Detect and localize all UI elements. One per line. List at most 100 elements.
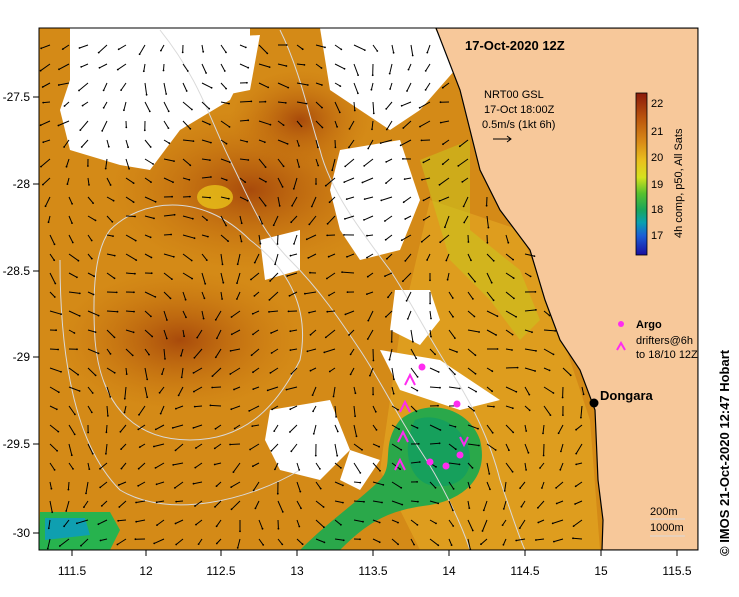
current-vector-head	[302, 48, 304, 50]
current-vector-head	[417, 501, 419, 503]
current-vector-head	[480, 543, 482, 545]
x-tick-label: 13	[290, 564, 304, 578]
current-vector-head	[335, 416, 337, 418]
current-vector-head	[209, 124, 211, 126]
current-vector-head	[323, 526, 325, 528]
current-vector-head	[156, 501, 158, 503]
current-vector-head	[135, 521, 137, 523]
current-vector-head	[503, 508, 505, 510]
current-vector-head	[468, 507, 470, 509]
current-vector-head	[384, 220, 386, 222]
current-vector-head	[211, 87, 213, 89]
current-vector-head	[289, 330, 291, 332]
current-vector-head	[170, 234, 172, 236]
current-vector-head	[271, 352, 273, 354]
current-vector-head	[397, 409, 399, 411]
current-vector-head	[114, 372, 116, 374]
current-vector-head	[491, 282, 493, 284]
current-vector-head	[560, 451, 562, 453]
current-vector-head	[239, 530, 241, 532]
current-vector-head	[188, 179, 190, 181]
current-vector-head	[372, 74, 374, 76]
current-vector-head	[491, 370, 493, 372]
current-vector-head	[298, 469, 300, 471]
current-vector-head	[439, 442, 441, 444]
current-vector-head	[389, 88, 391, 90]
current-vector-head	[525, 430, 527, 432]
current-vector-head	[54, 296, 56, 298]
current-vector-head	[205, 72, 207, 74]
current-vector-head	[117, 520, 119, 522]
current-vector-head	[150, 146, 152, 148]
current-vector-head	[58, 125, 60, 127]
current-vector-head	[289, 408, 291, 410]
current-vector-head	[399, 468, 401, 470]
current-vector-head	[539, 467, 541, 469]
current-vector-head	[290, 450, 292, 452]
current-vector-head	[553, 354, 555, 356]
current-vector-head	[210, 405, 212, 407]
current-vector-head	[387, 296, 389, 298]
current-vector-head	[347, 291, 349, 293]
current-vector-head	[171, 278, 173, 280]
current-vector-head	[159, 392, 161, 394]
current-vector-head	[114, 277, 116, 279]
current-vector-head	[430, 336, 432, 338]
current-vector-head	[487, 242, 489, 244]
current-vector-head	[575, 485, 577, 487]
current-vector-head	[193, 391, 195, 393]
current-vector-head	[339, 85, 341, 87]
current-vector-head	[40, 70, 42, 72]
current-vector	[487, 406, 494, 407]
current-vector-head	[99, 487, 101, 489]
current-vector	[240, 101, 251, 102]
current-vector-head	[425, 70, 427, 72]
current-vector-head	[497, 348, 499, 350]
current-vector-head	[404, 178, 406, 180]
current-vector-head	[137, 485, 139, 487]
current-vector-head	[287, 87, 289, 89]
current-vector-head	[241, 222, 243, 224]
current-vector-head	[457, 165, 459, 167]
current-vector-head	[153, 218, 155, 220]
current-vector-head	[68, 489, 70, 491]
current-vector-head	[209, 197, 211, 199]
current-vector-head	[515, 316, 517, 318]
credit-label: © IMOS 21-Oct-2020 12:47 Hobart	[717, 349, 732, 556]
current-vector-head	[504, 490, 506, 492]
current-vector-head	[135, 502, 137, 504]
current-vector-head	[231, 316, 233, 318]
current-vector-head	[371, 89, 373, 91]
current-vector	[164, 64, 165, 71]
current-vector-head	[194, 237, 196, 239]
current-vector-head	[537, 507, 539, 509]
current-vector-head	[525, 469, 527, 471]
current-vector-head	[79, 129, 81, 131]
current-vector-head	[194, 357, 196, 359]
current-vector-head	[291, 205, 293, 207]
current-vector-head	[227, 240, 229, 242]
current-vector-head	[71, 222, 73, 224]
current-vector-head	[225, 225, 227, 227]
current-vector-head	[78, 90, 80, 92]
current-vector-head	[124, 398, 126, 400]
current-vector	[107, 311, 118, 312]
current-vector-head	[367, 148, 369, 150]
current-vector-head	[307, 350, 309, 352]
current-vector-head	[286, 275, 288, 277]
current-vector-head	[401, 105, 403, 107]
current-vector-head	[252, 313, 254, 315]
current-vector-head	[397, 543, 399, 545]
current-vector-head	[549, 315, 551, 317]
current-vector-head	[172, 181, 174, 183]
current-vector-head	[315, 183, 317, 185]
current-vector-head	[308, 312, 310, 314]
current-vector	[430, 387, 440, 388]
current-vector-head	[348, 147, 350, 149]
current-vector-head	[51, 511, 53, 513]
current-vector-head	[146, 379, 148, 381]
current-vector-head	[482, 530, 484, 532]
current-vector-head	[124, 412, 126, 414]
current-vector-head	[456, 351, 458, 353]
